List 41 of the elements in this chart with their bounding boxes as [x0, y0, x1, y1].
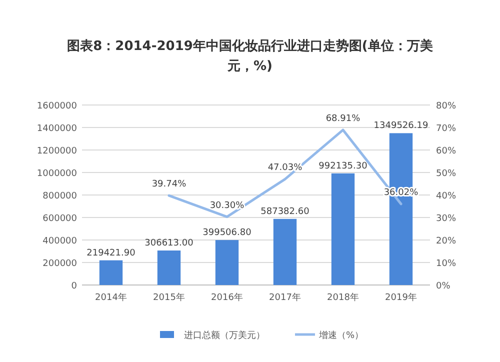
data-label: 1349526.19 — [374, 121, 428, 132]
data-label: 30.30% — [210, 200, 245, 211]
x-tick-label: 2018年 — [327, 292, 359, 303]
y2-tick-label: 40% — [436, 192, 456, 202]
bar — [99, 260, 123, 285]
data-label: 219421.90 — [86, 248, 136, 258]
chart-title: 图表8：2014-2019年中国化妆品行业进口走势图(单位：万美元，%) — [67, 38, 433, 74]
legend-label: 进口总额（万美元） — [184, 330, 265, 341]
data-label: 399506.80 — [202, 228, 252, 238]
y2-tick-label: 10% — [436, 259, 456, 269]
y2-tick-label: 50% — [436, 169, 456, 179]
data-label: 306613.00 — [144, 238, 194, 249]
y2-tick-label: 20% — [436, 236, 456, 246]
y-tick-label: 1000000 — [36, 169, 78, 179]
x-tick-label: 2019年 — [385, 292, 417, 303]
bar — [157, 250, 181, 285]
legend-label: 增速（%） — [318, 330, 364, 341]
y-tick-label: 400000 — [42, 236, 78, 246]
y2-tick-label: 0% — [436, 282, 451, 292]
x-tick-label: 2015年 — [153, 292, 185, 303]
x-tick-label: 2016年 — [211, 292, 243, 303]
y-tick-label: 800000 — [42, 192, 78, 202]
y-tick-label: 0 — [71, 282, 78, 292]
y-tick-label: 1600000 — [36, 102, 78, 112]
data-label: 39.74% — [152, 180, 187, 190]
x-tick-label: 2017年 — [269, 292, 301, 303]
data-label: 68.91% — [326, 114, 361, 124]
bar — [331, 173, 355, 285]
y-tick-label: 200000 — [42, 259, 78, 269]
y2-tick-label: 80% — [436, 102, 456, 112]
data-label: 992135.30 — [318, 161, 368, 172]
y-tick-label: 1200000 — [36, 146, 78, 156]
y2-tick-label: 60% — [436, 146, 456, 156]
y-tick-label: 1400000 — [36, 124, 78, 134]
y2-tick-label: 30% — [436, 214, 456, 224]
y2-tick-label: 70% — [436, 124, 456, 134]
bar — [215, 240, 239, 285]
data-label: 587382.60 — [260, 206, 310, 217]
y-tick-label: 600000 — [42, 214, 78, 224]
bar — [273, 218, 297, 285]
x-tick-label: 2014年 — [95, 292, 127, 303]
